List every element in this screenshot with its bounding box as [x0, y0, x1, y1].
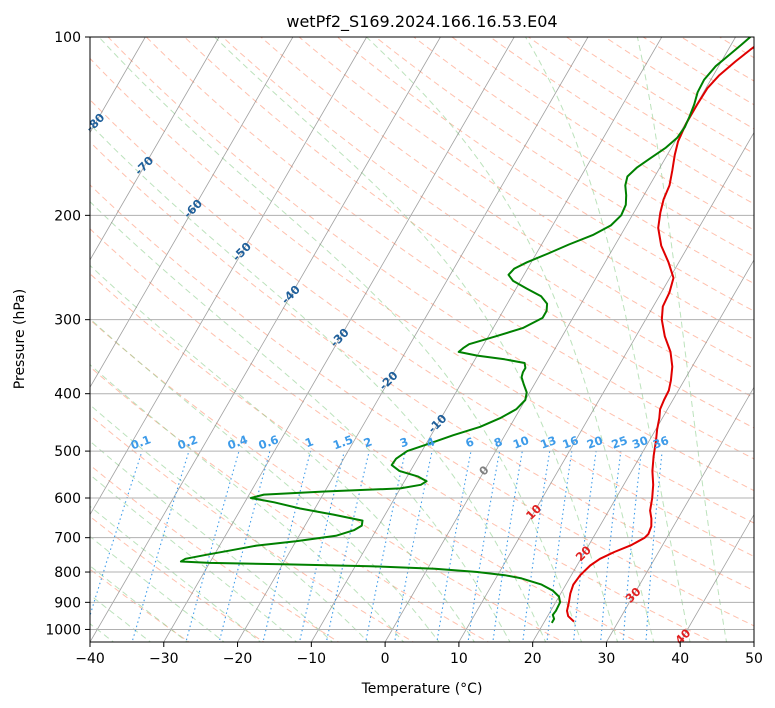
y-tick-label: 200	[54, 208, 81, 224]
y-tick-label: 300	[54, 313, 81, 329]
mixing-ratio-label: 0.6	[257, 432, 281, 452]
y-tick-label: 400	[54, 387, 81, 403]
moist-adiabat	[90, 594, 152, 642]
mixing-ratio-line	[645, 451, 663, 642]
y-axis-ticks: 1000 900 800 700 600 500 400 300 200 100	[45, 30, 90, 638]
mixing-ratio-label: 10	[511, 433, 531, 452]
mixing-ratio-line	[600, 451, 622, 642]
x-axis-ticks: −40 −30 −20 −10 0 10 20 30 40 50	[75, 642, 763, 667]
x-tick-label: 0	[381, 651, 390, 667]
dry-adiabat	[90, 319, 565, 642]
moist-adiabat	[90, 123, 547, 642]
moist-adiabat	[90, 565, 189, 642]
mixing-ratio-line	[492, 451, 523, 642]
isotherm-line	[90, 37, 294, 389]
mixing-ratio-line	[185, 450, 240, 642]
moist-adiabat	[90, 535, 225, 642]
y-axis-title: Pressure (hPa)	[12, 289, 28, 389]
mixing-ratio-label: 16	[561, 433, 581, 452]
mixing-ratio-line	[622, 451, 642, 642]
isotherm-line	[90, 37, 368, 516]
isobar-grid	[90, 37, 754, 630]
isotherm-line	[679, 513, 754, 642]
mixing-ratio-line	[262, 450, 312, 642]
y-tick-label: 100	[54, 30, 81, 46]
mixing-ratio-line	[218, 450, 271, 642]
plot-frame	[89, 36, 755, 643]
temperature-profile-line	[566, 45, 754, 623]
isotherm-line	[606, 386, 754, 642]
isotherm-line	[90, 37, 220, 261]
x-tick-label: −10	[297, 651, 327, 667]
dry-adiabat	[336, 37, 754, 312]
mixing-ratio-line	[467, 450, 501, 642]
mixing-ratio-label: 30	[630, 433, 650, 452]
mixing-ratio-label: 0.2	[176, 432, 200, 452]
x-axis-title: Temperature (°C)	[361, 681, 483, 697]
mixing-ratio-label: 20	[585, 433, 605, 452]
dry-adiabat	[90, 184, 754, 627]
mixing-ratio-label: 0.1	[129, 432, 153, 452]
mixing-ratio-label: 0.4	[226, 432, 250, 452]
mixing-ratio-label: 1.5	[331, 432, 355, 452]
x-tick-label: 10	[450, 651, 468, 667]
dry-adiabat	[298, 37, 754, 341]
x-tick-label: −40	[75, 651, 105, 667]
moist-adiabat	[90, 201, 511, 642]
mixing-ratio-label: 36	[651, 433, 671, 452]
mixing-ratio-line	[522, 451, 551, 642]
mixing-ratio-label: 13	[538, 433, 558, 452]
x-tick-label: 20	[524, 651, 542, 667]
mixing-ratio-line	[299, 450, 345, 642]
y-tick-label: 700	[54, 531, 81, 547]
y-tick-label: 1000	[45, 622, 81, 638]
moist-adiabat	[90, 474, 298, 642]
dry-adiabat	[183, 37, 754, 429]
mixing-ratio-line	[131, 450, 190, 642]
chart-title: wetPf2_S169.2024.166.16.53.E04	[286, 12, 557, 32]
x-tick-label: 30	[598, 651, 616, 667]
isotherm-line	[163, 37, 515, 642]
dry-adiabat	[90, 99, 754, 557]
mixing-ratio-line	[546, 451, 573, 642]
dry-adiabat	[90, 141, 754, 592]
x-tick-label: 40	[671, 651, 689, 667]
mixing-ratio-label: 25	[610, 433, 630, 452]
moist-adiabat	[90, 505, 262, 642]
dry-adiabat	[145, 37, 754, 460]
dry-adiabat	[90, 464, 340, 642]
x-tick-label: −20	[223, 651, 253, 667]
x-tick-label: −30	[149, 651, 179, 667]
y-tick-label: 500	[54, 444, 81, 460]
isotherm-line	[532, 259, 754, 642]
y-tick-label: 900	[54, 595, 81, 611]
dewpoint-profile-line	[179, 37, 751, 624]
y-tick-label: 600	[54, 491, 81, 507]
isotherm-line	[90, 37, 441, 642]
isotherm-line	[458, 131, 754, 642]
mixing-ratio-line	[572, 451, 597, 642]
y-tick-label: 800	[54, 565, 81, 581]
profile-lines	[179, 37, 754, 624]
x-tick-label: 50	[745, 651, 763, 667]
